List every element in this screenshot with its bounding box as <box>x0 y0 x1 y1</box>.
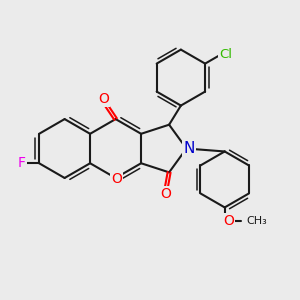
Text: Cl: Cl <box>219 47 232 61</box>
Text: O: O <box>111 172 122 186</box>
Text: O: O <box>98 92 109 106</box>
Text: N: N <box>184 141 195 156</box>
Text: F: F <box>17 156 26 170</box>
Text: O: O <box>161 187 172 201</box>
Text: CH₃: CH₃ <box>246 216 267 226</box>
Text: O: O <box>223 214 234 228</box>
